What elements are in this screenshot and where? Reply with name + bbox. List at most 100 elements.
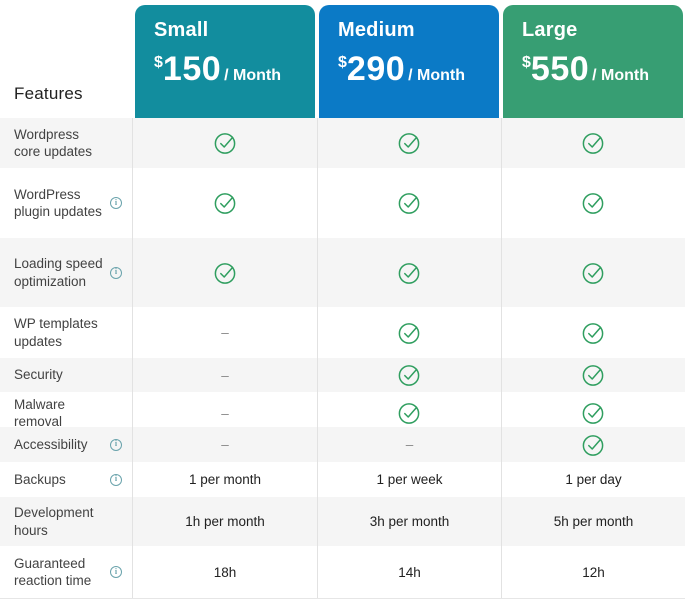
feature-name-cell: WordPress plugin updates i — [0, 168, 133, 238]
plan-name: Medium — [338, 19, 415, 41]
info-icon[interactable]: i — [110, 438, 122, 451]
plan-value-cell — [501, 358, 685, 392]
table-row: Guaranteed reaction time i 18h 14h 12h — [0, 546, 685, 598]
check-icon — [213, 130, 238, 156]
price-value: 290 — [346, 50, 406, 88]
feature-label: Loading speed optimization — [14, 256, 103, 289]
plan-value-cell — [501, 118, 685, 168]
features-column-header: Features — [14, 84, 83, 103]
check-icon — [397, 362, 422, 388]
feature-label: WP templates updates — [14, 316, 98, 349]
check-icon — [397, 400, 422, 426]
info-icon[interactable]: i — [110, 266, 122, 279]
table-row: Wordpress core updates — [0, 118, 685, 168]
plan-value-cell — [133, 238, 317, 307]
feature-label: Wordpress core updates — [14, 126, 93, 159]
feature-label: Backups — [14, 471, 66, 487]
feature-name-cell: Development hours — [0, 497, 133, 546]
feature-label: Development hours — [14, 505, 94, 538]
plan-header-medium[interactable]: Medium $290/ Month — [319, 5, 499, 118]
price-period: / Month — [224, 67, 282, 84]
feature-label: Security — [14, 367, 63, 383]
check-icon — [581, 320, 606, 346]
plan-value-cell — [501, 392, 685, 435]
plan-value-cell: – — [317, 427, 501, 462]
table-header-row: Features Small $150/ Month Medium $290/ … — [0, 0, 685, 118]
feature-label: WordPress plugin updates — [14, 186, 102, 219]
plan-value-cell — [133, 118, 317, 168]
feature-name-cell: Guaranteed reaction time i — [0, 546, 133, 598]
check-icon — [581, 400, 606, 426]
plan-value-cell: 1h per month — [185, 514, 265, 529]
plan-value-cell: 18h — [213, 564, 237, 580]
price-value: 550 — [530, 50, 590, 88]
plan-value-cell: 1 per week — [317, 462, 501, 497]
table-row: Loading speed optimization i — [0, 238, 685, 307]
feature-name-cell: Loading speed optimization i — [0, 238, 133, 307]
plan-price: $150/ Month — [154, 52, 315, 86]
table-row: Malware removal – — [0, 392, 685, 435]
feature-name-cell: Malware removal — [0, 392, 133, 435]
table-row: WP templates updates – — [0, 307, 685, 358]
check-icon — [397, 190, 422, 216]
plan-value-cell — [501, 427, 685, 462]
plan-price: $550/ Month — [522, 52, 683, 86]
feature-name-cell: Wordpress core updates — [0, 118, 133, 168]
plan-value-cell: 5h per month — [501, 497, 685, 546]
feature-label: Malware removal — [14, 397, 66, 430]
plan-value-cell: 1 per day — [501, 462, 685, 497]
plan-value-cell: – — [221, 437, 229, 452]
table-row: Backups i 1 per month 1 per week 1 per d… — [0, 462, 685, 497]
plan-value-cell — [317, 118, 501, 168]
plan-value-cell: 1 per month — [188, 472, 262, 487]
check-icon — [397, 130, 422, 156]
info-icon[interactable]: i — [110, 473, 122, 486]
check-icon — [581, 432, 606, 458]
plan-value-cell: – — [221, 405, 229, 421]
plan-header-small[interactable]: Small $150/ Month — [135, 5, 315, 118]
feature-label: Guaranteed reaction time — [14, 555, 92, 588]
table-body: Wordpress core updates WordPress plugin … — [0, 118, 685, 599]
plan-value-cell: – — [221, 325, 229, 340]
plan-price: $290/ Month — [338, 52, 499, 86]
feature-name-cell: Accessibility i — [0, 427, 133, 462]
plan-value-cell: 14h — [317, 546, 501, 598]
feature-name-cell: Backups i — [0, 462, 133, 497]
plan-value-cell: – — [221, 367, 229, 383]
plan-value-cell — [317, 168, 501, 238]
currency-symbol: $ — [154, 54, 163, 71]
check-icon — [581, 362, 606, 388]
price-period: / Month — [592, 67, 650, 84]
plan-value-cell — [317, 358, 501, 392]
plan-value-cell — [317, 392, 501, 435]
plan-value-cell: 12h — [501, 546, 685, 598]
info-icon[interactable]: i — [110, 566, 122, 578]
plan-value-cell: 3h per month — [317, 497, 501, 546]
table-row: Security – — [0, 358, 685, 392]
plan-value-cell — [501, 238, 685, 307]
info-icon[interactable]: i — [110, 197, 122, 209]
price-period: / Month — [408, 67, 466, 84]
plan-value-cell — [317, 307, 501, 358]
check-icon — [581, 260, 606, 286]
plan-value-cell — [501, 307, 685, 358]
check-icon — [213, 260, 238, 286]
table-row: WordPress plugin updates i — [0, 168, 685, 238]
plan-name: Small — [154, 19, 209, 41]
check-icon — [581, 190, 606, 216]
check-icon — [397, 320, 422, 346]
plan-header-large[interactable]: Large $550/ Month — [503, 5, 683, 118]
plan-name: Large — [522, 19, 578, 41]
currency-symbol: $ — [522, 54, 531, 71]
feature-label: Accessibility — [14, 436, 88, 452]
currency-symbol: $ — [338, 54, 347, 71]
plan-value-cell — [317, 238, 501, 307]
feature-name-cell: WP templates updates — [0, 307, 133, 358]
check-icon — [581, 130, 606, 156]
price-value: 150 — [162, 50, 222, 88]
check-icon — [213, 190, 238, 216]
feature-name-cell: Security — [0, 358, 133, 392]
check-icon — [397, 260, 422, 286]
plan-value-cell — [501, 168, 685, 238]
